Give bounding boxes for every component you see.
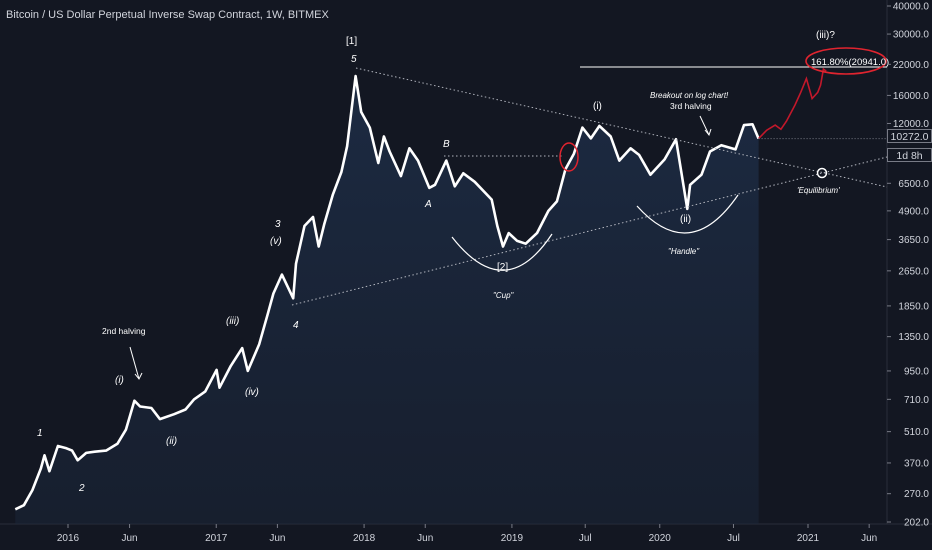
wave-label: 4	[293, 320, 299, 331]
y-tick-label: 202.0	[904, 518, 929, 529]
wave-label: (ii)	[680, 214, 691, 225]
y-tick-label: 270.0	[904, 489, 929, 500]
y-tick-label: 370.0	[904, 458, 929, 469]
wave-label: (i)	[115, 375, 124, 386]
y-tick-label: 40000.0	[893, 2, 930, 13]
x-tick-label: Jul	[727, 533, 740, 544]
y-tick-label: 510.0	[904, 427, 929, 438]
handle-note: "Handle"	[668, 247, 700, 256]
wave-label: 2	[78, 483, 85, 494]
wave-label: A	[424, 199, 432, 210]
wave-label: (i)	[593, 101, 602, 112]
x-tick-label: Jun	[861, 533, 877, 544]
wave-label: (iii)?	[816, 30, 835, 41]
halving-3-arrow-head	[704, 128, 712, 137]
y-tick-label: 16000.0	[893, 91, 930, 102]
x-tick-label: Jun	[269, 533, 285, 544]
wave-label: (iv)	[245, 387, 259, 398]
target-label: 161.80%(20941.0)	[811, 57, 889, 68]
target-highlight-circle	[805, 47, 887, 75]
cup-arc	[451, 233, 553, 271]
y-tick-label: 12000.0	[893, 119, 930, 130]
wave-label: (iii)	[226, 316, 239, 327]
y-tick-label: 1850.0	[898, 301, 929, 312]
x-tick-label: 2016	[57, 533, 80, 544]
x-tick-label: Jul	[579, 533, 592, 544]
halving-2-arrow	[129, 346, 140, 380]
y-tick-label: 3650.0	[898, 235, 929, 246]
bar-countdown-tag: 1d 8h	[887, 148, 932, 162]
x-tick-label: 2021	[797, 533, 820, 544]
x-tick-label: 2017	[205, 533, 228, 544]
wave-label: 1	[37, 428, 43, 439]
x-tick-label: Jun	[417, 533, 433, 544]
halving-2-arrow-head	[134, 372, 143, 380]
y-tick-label: 22000.0	[893, 60, 930, 71]
wave-label: [1]	[346, 36, 357, 47]
x-tick-label: 2018	[353, 533, 376, 544]
x-tick-label: 2020	[649, 533, 672, 544]
descending-resistance-line	[355, 67, 888, 188]
cup-note: "Cup"	[493, 291, 515, 300]
wave-label: (ii)	[166, 436, 177, 447]
wave-label: (v)	[270, 236, 282, 247]
time-axis[interactable]: 2016 Jun 2017 Jun 2018 Jun 2019 Jul 2020 Jul 2021 J…	[57, 524, 877, 544]
arrows	[129, 115, 712, 380]
y-tick-label: 710.0	[904, 395, 929, 406]
price-area-fill	[15, 76, 759, 524]
trendlines	[291, 67, 888, 306]
series-layer	[14, 67, 887, 524]
wave-label: B	[443, 139, 450, 150]
last-price-tag: 10272.0	[887, 129, 932, 143]
handle-arc	[636, 194, 739, 234]
halving-3-arrow	[699, 115, 710, 136]
equilibrium-circle	[816, 167, 828, 179]
breakout-note: Breakout on log chart!	[650, 91, 729, 100]
y-tick-label: 4900.0	[898, 206, 929, 217]
y-tick-label: 1350.0	[898, 332, 929, 343]
y-tick-label: 6500.0	[898, 179, 929, 190]
y-tick-label: 950.0	[904, 366, 929, 377]
annotations: 1 2 (i) (ii) (iii) (iv) 3 (v) 4 5 [1] A …	[37, 30, 889, 494]
breakout-highlight-circle	[559, 142, 579, 172]
halving-2-note: 2nd halving	[102, 326, 146, 336]
equilibrium-note: 'Equilibrium'	[797, 186, 840, 195]
chart-title: Bitcoin / US Dollar Perpetual Inverse Sw…	[6, 9, 329, 21]
x-tick-label: 2019	[501, 533, 524, 544]
price-line	[14, 74, 760, 511]
pattern-arcs	[451, 194, 739, 271]
y-tick-label: 2650.0	[898, 266, 929, 277]
y-tick-label: 30000.0	[893, 30, 930, 41]
wave-label: 3	[275, 219, 281, 230]
projection-line	[758, 67, 827, 140]
wave-label: 5	[351, 54, 357, 65]
price-axis[interactable]: 40000.030000.022000.016000.012000.09000.…	[887, 2, 929, 529]
wave-label: [2]	[497, 262, 508, 273]
x-tick-label: Jun	[122, 533, 138, 544]
halving-3-note: 3rd halving	[670, 101, 712, 111]
